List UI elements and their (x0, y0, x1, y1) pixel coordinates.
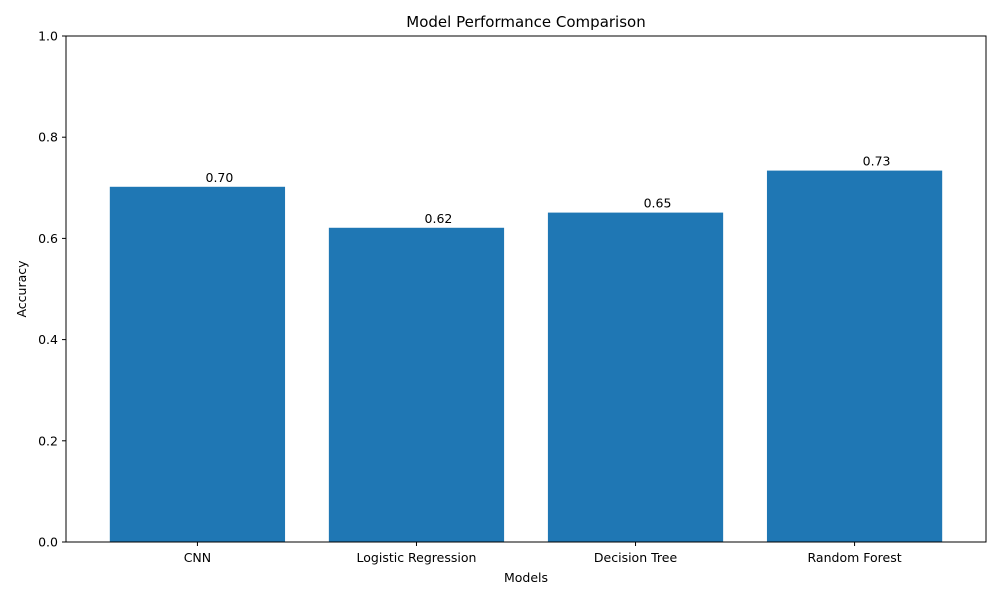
y-tick-label: 0.6 (38, 231, 58, 246)
y-tick-label: 1.0 (38, 29, 58, 44)
plot-frame (65, 35, 987, 543)
bar-logistic-regression (328, 227, 505, 543)
bar-random-forest (766, 170, 943, 542)
chart-title: Model Performance Comparison (406, 13, 645, 31)
data-labels-group: 0.70 0.62 0.65 0.73 (206, 154, 891, 226)
x-tick-label: CNN (184, 550, 211, 565)
bar-cnn (109, 186, 286, 542)
x-tick-label: Random Forest (808, 550, 902, 565)
y-tick-label: 0.8 (38, 130, 58, 145)
bar-value-label: 0.70 (206, 170, 234, 185)
x-axis-label: Models (504, 570, 548, 585)
y-tick-label: 0.4 (38, 332, 58, 347)
bar-value-label: 0.65 (644, 196, 672, 211)
bar-value-label: 0.62 (425, 211, 453, 226)
bars-group (109, 170, 943, 543)
y-axis-label: Accuracy (14, 260, 29, 318)
x-tick-label: Decision Tree (594, 550, 678, 565)
bar-decision-tree (547, 212, 724, 542)
y-tick-label: 0.2 (38, 433, 58, 448)
y-axis-ticks: 0.0 0.2 0.4 0.6 0.8 1.0 (38, 29, 66, 550)
bar-value-label: 0.73 (863, 154, 891, 169)
x-axis-ticks: CNN Logistic Regression Decision Tree Rando… (184, 542, 902, 565)
x-tick-label: Logistic Regression (357, 550, 477, 565)
y-tick-label: 0.0 (38, 535, 58, 550)
